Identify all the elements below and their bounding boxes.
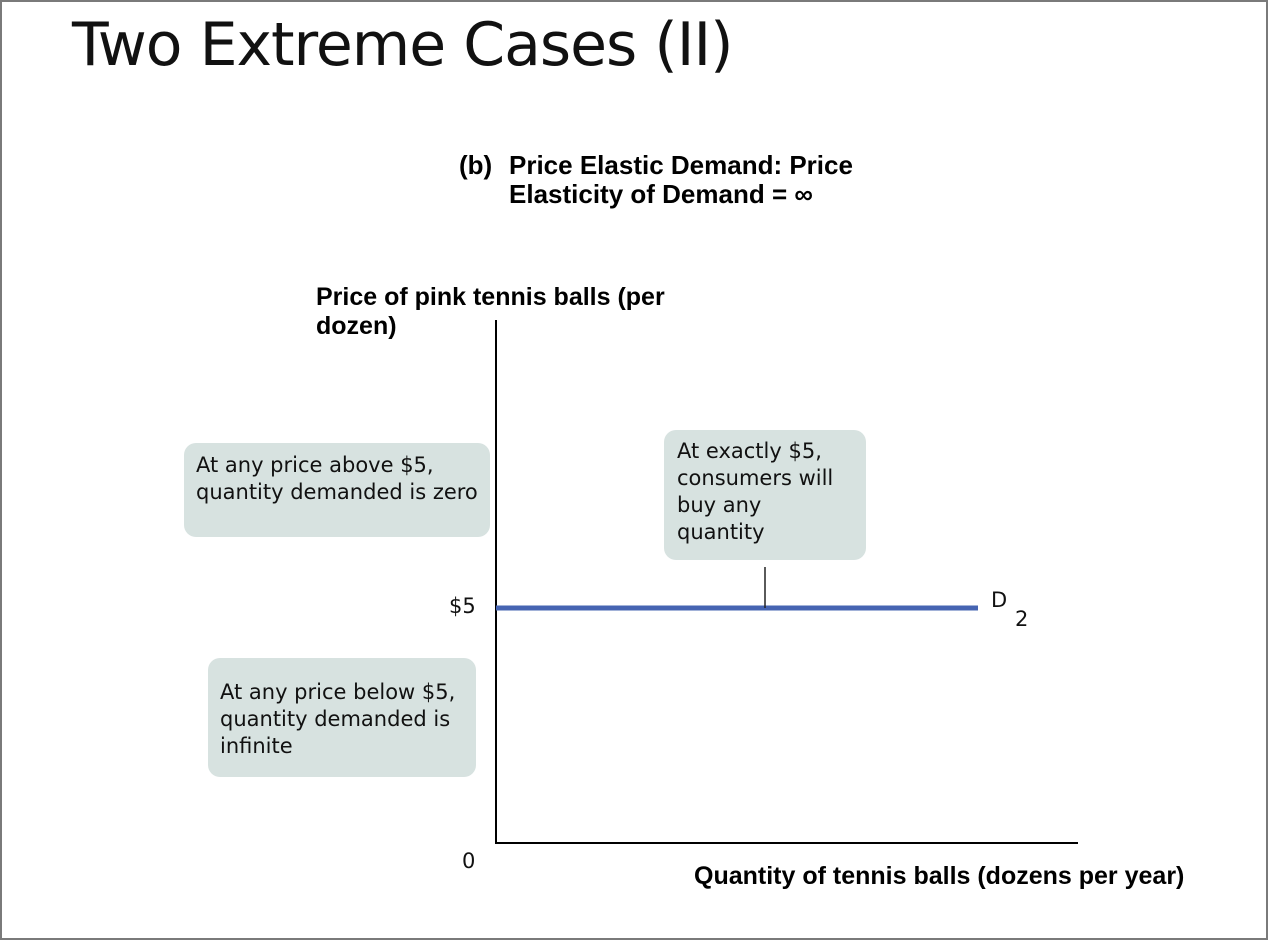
origin-label: 0 bbox=[462, 849, 475, 873]
panel-label: (b) bbox=[459, 150, 493, 180]
x-axis-label: Quantity of tennis balls (dozens per yea… bbox=[694, 862, 1185, 890]
panel-caption: Price Elastic Demand: Price Elasticity o… bbox=[509, 150, 853, 209]
slide-title: Two Extreme Cases (II) bbox=[72, 10, 734, 80]
demand-curve-subscript: 2 bbox=[1015, 607, 1028, 631]
y-axis-label: Price of pink tennis balls (per dozen) bbox=[316, 283, 665, 340]
demand-curve-label: D bbox=[991, 588, 1007, 612]
callout-above-price: At any price above $5, quantity demanded… bbox=[184, 443, 490, 537]
callout-below-price: At any price below $5, quantity demanded… bbox=[208, 658, 476, 777]
y-tick-label: $5 bbox=[449, 594, 476, 618]
callout-exact-price: At exactly $5, consumers will buy any qu… bbox=[664, 430, 866, 560]
